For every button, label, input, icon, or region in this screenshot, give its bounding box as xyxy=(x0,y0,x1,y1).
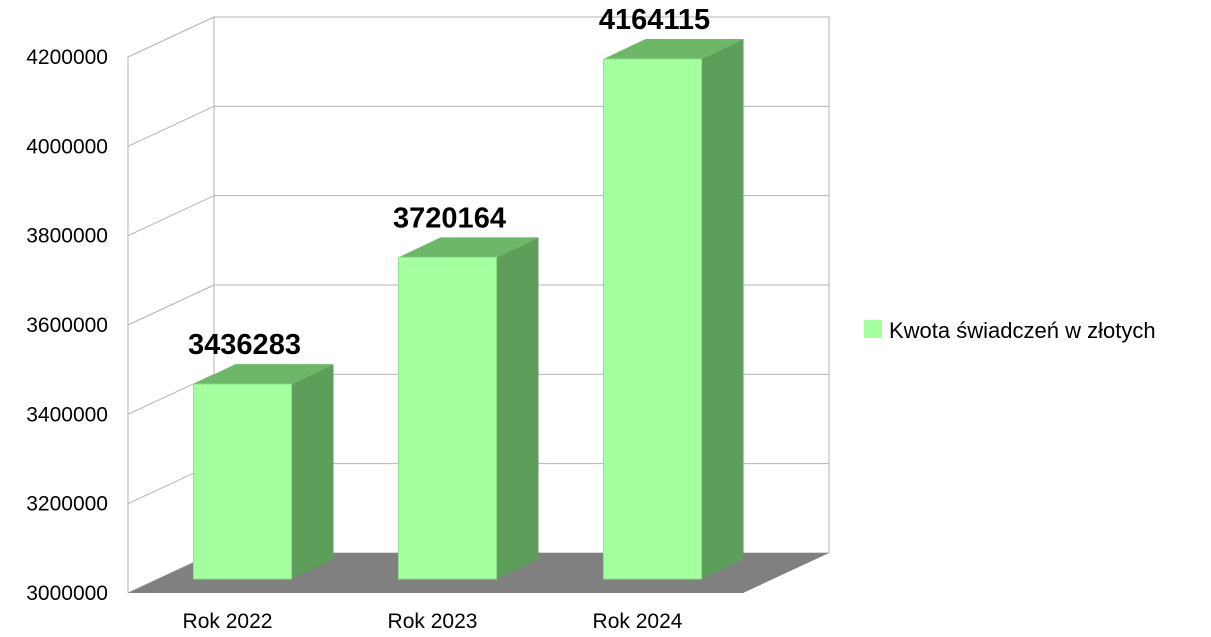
data-label: 3436283 xyxy=(188,329,301,361)
gridline-side xyxy=(127,105,215,147)
bar-top xyxy=(193,364,334,385)
data-label: 3720164 xyxy=(393,202,506,234)
x-tick-label: Rok 2023 xyxy=(388,610,478,633)
bar-top xyxy=(603,39,744,60)
y-tick-label: 3800000 xyxy=(26,225,108,248)
bar-side xyxy=(701,39,744,580)
data-labels: 3436283 3720164 4164115 xyxy=(188,4,710,361)
legend: Kwota świadczeń w złotych xyxy=(864,318,1156,343)
gridline-side xyxy=(127,195,215,237)
x-tick-label: Rok 2024 xyxy=(593,610,683,633)
bar xyxy=(398,256,497,580)
y-tick-label: 3000000 xyxy=(26,582,108,605)
y-tick-label: 3200000 xyxy=(26,493,108,516)
bar-side xyxy=(291,364,334,579)
bar-side xyxy=(496,237,539,579)
x-tick-label: Rok 2022 xyxy=(183,610,273,633)
y-tick-label: 3600000 xyxy=(26,314,108,337)
bars xyxy=(193,39,744,580)
y-tick-label: 4200000 xyxy=(26,46,108,69)
bar xyxy=(603,58,702,580)
legend-label: Kwota świadczeń w złotych xyxy=(889,318,1156,343)
y-tick-label: 3400000 xyxy=(26,403,108,426)
bar-top xyxy=(398,237,539,258)
y-axis: 3000000 3200000 3400000 3600000 3800000 40000… xyxy=(26,46,108,605)
data-label: 4164115 xyxy=(599,4,710,36)
legend-swatch xyxy=(864,320,882,338)
y-tick-label: 4000000 xyxy=(26,135,108,158)
gridline-side xyxy=(127,284,215,326)
bar xyxy=(193,383,292,580)
x-axis: Rok 2022 Rok 2023 Rok 2024 xyxy=(183,610,683,633)
gridline-side xyxy=(127,16,215,58)
gridline-side xyxy=(127,373,215,415)
